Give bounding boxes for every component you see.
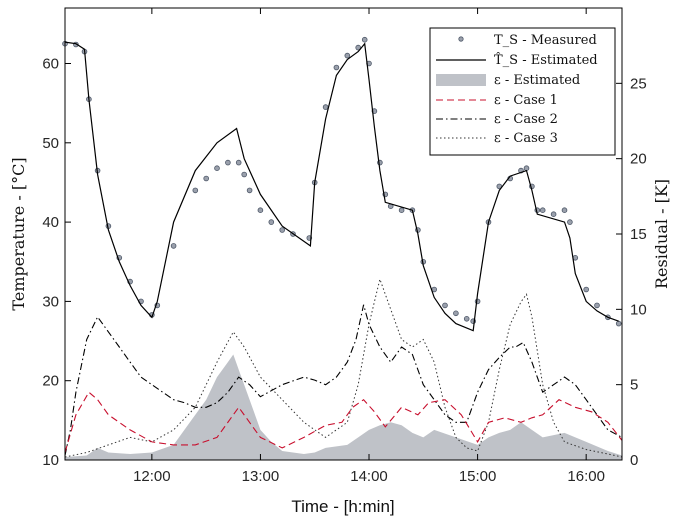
measured-point — [523, 165, 530, 172]
y-right-tick-label: 15 — [630, 226, 647, 243]
measured-point — [246, 187, 253, 194]
measured-point — [550, 211, 557, 218]
y-left-tick-label: 40 — [42, 214, 59, 231]
legend-item-case3: ε - Case 3 — [436, 131, 558, 146]
y-left-ticks: 10 20 30 40 50 60 — [42, 56, 71, 469]
measured-point — [453, 310, 459, 317]
legend-item-measured: T_S - Measured — [458, 33, 597, 48]
legend-item-case2: ε - Case 2 — [436, 112, 558, 127]
measured-point — [214, 165, 220, 172]
measured-point — [235, 159, 242, 166]
y-left-tick-label: 60 — [42, 56, 59, 73]
x-tick-label: 13:00 — [242, 468, 280, 485]
legend: T_S - Measured T̂_S - Estimated ε - Esti… — [429, 27, 616, 156]
measured-point — [257, 207, 264, 214]
x-tick-label: 16:00 — [567, 468, 605, 485]
y-left-axis-label: Temperature - [°C] — [9, 157, 28, 310]
y-left-tick-label: 10 — [42, 452, 59, 469]
measured-point — [361, 36, 368, 43]
legend-box — [429, 27, 616, 156]
series-line-estimated — [64, 41, 619, 332]
y-right-tick-label: 10 — [630, 301, 647, 318]
measured-point — [192, 187, 199, 194]
measured-point — [333, 64, 340, 71]
legend-label-eps-estimated: ε - Estimated — [494, 73, 580, 88]
measured-point — [583, 286, 589, 293]
y-right-tick-label: 0 — [630, 452, 638, 469]
y-right-axis-label: Residual - [K] — [652, 179, 671, 289]
measured-point — [225, 159, 231, 166]
measured-point — [567, 219, 573, 225]
measured-point — [442, 302, 448, 309]
plot-content — [62, 36, 623, 460]
measured-point — [594, 302, 600, 309]
legend-label-measured: T_S - Measured — [494, 33, 597, 48]
measured-point — [463, 315, 470, 322]
legend-label-case3: ε - Case 3 — [494, 131, 558, 146]
measured-point — [241, 171, 248, 178]
legend-item-estimated: T̂_S - Estimated — [436, 52, 598, 68]
measured-point — [561, 207, 568, 214]
y-right-tick-label: 5 — [630, 377, 638, 394]
legend-item-case1: ε - Case 1 — [436, 93, 558, 108]
legend-label-case1: ε - Case 1 — [494, 93, 558, 108]
x-ticks: 12:00 13:00 14:00 15:00 16:00 — [133, 8, 605, 485]
series-line-case-2 — [64, 304, 623, 456]
y-left-tick-label: 20 — [42, 373, 59, 390]
x-tick-label: 12:00 — [133, 468, 171, 485]
measured-point — [268, 219, 275, 225]
measured-point — [355, 44, 362, 51]
y-left-tick-label: 50 — [42, 135, 59, 152]
measured-point — [344, 52, 351, 59]
series-line-case-1 — [64, 391, 623, 453]
series-area-eps-estimated — [65, 354, 622, 460]
measured-point — [615, 320, 622, 327]
measured-point — [539, 207, 546, 214]
x-tick-label: 14:00 — [350, 468, 388, 485]
y-right-tick-label: 20 — [630, 151, 647, 168]
y-left-tick-label: 30 — [42, 293, 59, 310]
measured-point — [203, 175, 210, 182]
measured-point — [398, 207, 405, 214]
legend-label-case2: ε - Case 2 — [494, 112, 558, 127]
y-right-ticks: 0 5 10 15 20 25 — [616, 75, 647, 469]
x-tick-label: 15:00 — [459, 468, 497, 485]
y-right-tick-label: 25 — [630, 75, 647, 92]
measured-point — [170, 243, 177, 249]
legend-label-estimated: T̂_S - Estimated — [494, 52, 598, 68]
measured-point — [279, 227, 286, 233]
x-axis-label: Time - [h:min] — [291, 497, 394, 516]
measured-point — [322, 104, 329, 110]
legend-item-eps-estimated: ε - Estimated — [436, 73, 580, 88]
